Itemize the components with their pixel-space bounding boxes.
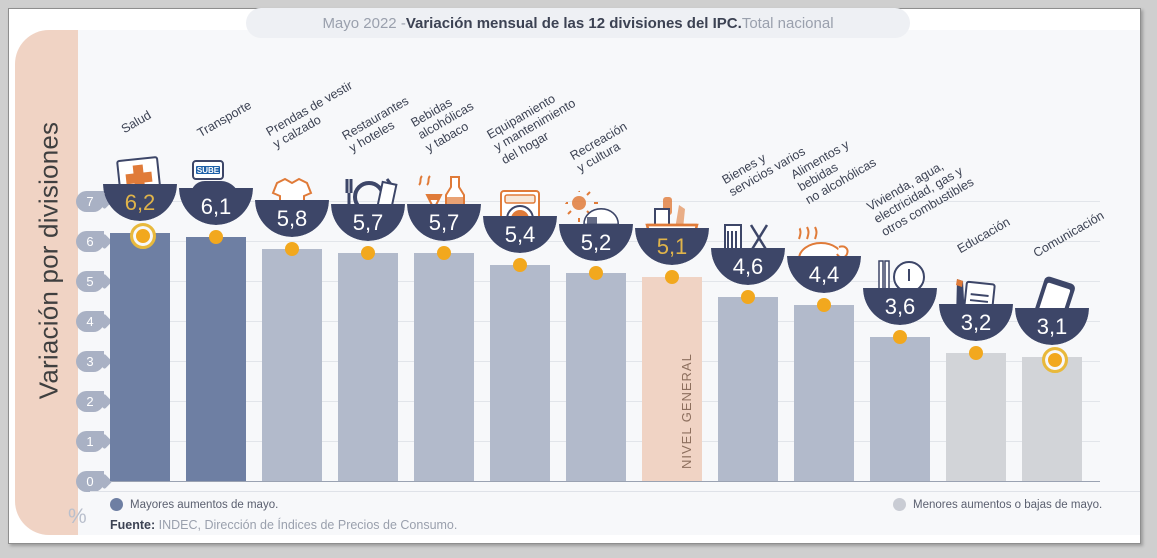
gridline-7: [90, 201, 1100, 202]
bar-marker-12: [1042, 347, 1068, 373]
bar-marker-4: [437, 246, 451, 260]
bar-marker-0: [130, 223, 156, 249]
y-axis-title: Variación por divisiones: [33, 121, 64, 400]
value-badge-12: 3,1: [1015, 271, 1089, 345]
bar-marker-6: [589, 266, 603, 280]
y-tick-3: 3: [76, 351, 113, 372]
bar-marker-5: [513, 258, 527, 272]
value-badge-6: 5,2: [559, 187, 633, 261]
bar-2[interactable]: [262, 249, 322, 481]
bar-marker-1: [209, 230, 223, 244]
value-badge-10: 3,6: [863, 251, 937, 325]
bar-marker-11: [969, 346, 983, 360]
value-badge-1: SUBE 6,1: [179, 151, 253, 225]
chart-title-bar: Mayo 2022 - Variación mensual de las 12 …: [246, 8, 910, 38]
legend-low: Menores aumentos o bajas de mayo.: [893, 498, 1102, 511]
gridline-0: [90, 481, 1100, 482]
y-tick-7: 7: [76, 191, 113, 212]
y-tick-6: 6: [76, 231, 113, 252]
title-main: Variación mensual de las 12 divisiones d…: [405, 14, 742, 32]
source-note: Fuente: INDEC, Dirección de Índices de P…: [110, 518, 457, 532]
bar-7[interactable]: [642, 277, 702, 481]
value-badge-4: 5,7: [407, 167, 481, 241]
value-badge-9: 4,4: [787, 219, 861, 293]
legend-high-label: Mayores aumentos de mayo.: [130, 498, 279, 511]
bar-1[interactable]: [186, 237, 246, 481]
title-date: Mayo 2022 -: [322, 14, 406, 32]
source-label: Fuente:: [110, 518, 156, 532]
y-tick-2: 2: [76, 391, 113, 412]
legend-low-label: Menores aumentos o bajas de mayo.: [913, 498, 1103, 511]
bar-6[interactable]: [566, 273, 626, 481]
left-accent-band: Variación por divisiones: [15, 30, 78, 535]
title-scope: Total nacional: [741, 14, 834, 32]
bar-8[interactable]: [718, 297, 778, 481]
bar-9[interactable]: [794, 305, 854, 481]
bar-marker-7: [665, 270, 679, 284]
y-axis-unit: %: [68, 505, 87, 528]
y-tick-0: 0: [76, 471, 113, 492]
bar-0[interactable]: [110, 233, 170, 481]
bar-5[interactable]: [490, 265, 550, 481]
value-badge-0: 6,2: [103, 147, 177, 221]
legend-high-swatch: [110, 498, 123, 511]
legend-low-swatch: [893, 498, 906, 511]
value-badge-3: 5,7: [331, 167, 405, 241]
footer-divider: [90, 491, 1140, 492]
value-badge-5: 5,4: [483, 179, 557, 253]
y-tick-4: 4: [76, 311, 113, 332]
source-text: INDEC, Dirección de Índices de Precios d…: [155, 518, 458, 532]
bar-12[interactable]: [1022, 357, 1082, 481]
bar-marker-9: [817, 298, 831, 312]
bar-4[interactable]: [414, 253, 474, 481]
value-badge-7: 5,1: [635, 191, 709, 265]
value-badge-2: 5,8: [255, 163, 329, 237]
y-tick-1: 1: [76, 431, 113, 452]
bar-marker-10: [893, 330, 907, 344]
legend-high: Mayores aumentos de mayo.: [110, 498, 278, 511]
bar-10[interactable]: [870, 337, 930, 481]
svg-text:SUBE: SUBE: [197, 166, 220, 175]
bar-3[interactable]: [338, 253, 398, 481]
value-badge-8: 4,6: [711, 211, 785, 285]
nivel-general-label: NIVEL GENERAL: [679, 353, 694, 469]
y-tick-5: 5: [76, 271, 113, 292]
bar-marker-2: [285, 242, 299, 256]
bar-11[interactable]: [946, 353, 1006, 481]
value-badge-11: 3,2: [939, 267, 1013, 341]
bar-marker-8: [741, 290, 755, 304]
bar-marker-3: [361, 246, 375, 260]
